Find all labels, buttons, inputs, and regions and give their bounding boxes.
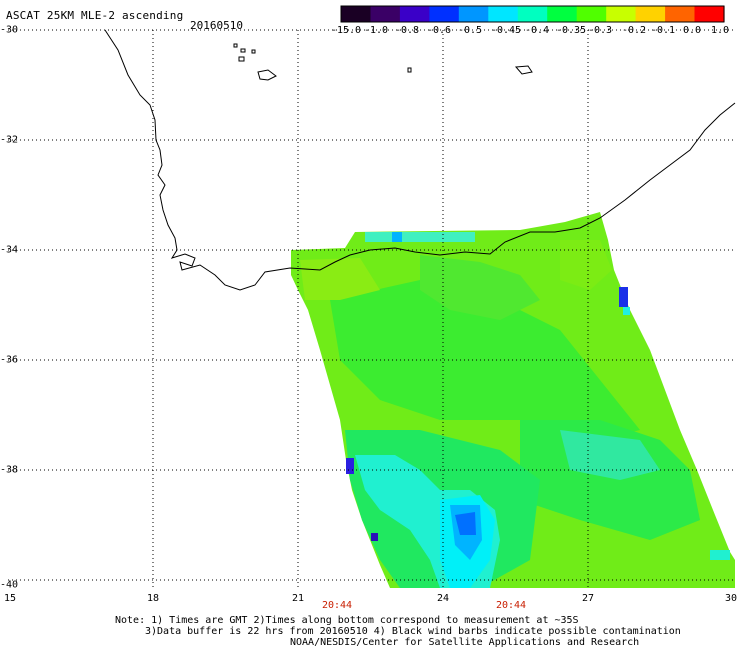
footnote-line-1: Note: 1) Times are GMT 2)Times along bot… — [115, 615, 579, 626]
swath-cell — [346, 458, 354, 474]
lat-label: -34 — [0, 244, 19, 256]
islands — [233, 43, 533, 81]
swath-patch — [560, 240, 612, 290]
scale-label: -0.45 — [490, 25, 522, 36]
swath-patch — [392, 232, 402, 242]
color-scale-swatch — [429, 6, 460, 22]
swath-cell — [710, 550, 730, 560]
lon-label: 30 — [724, 593, 738, 604]
lon-label: 21 — [291, 593, 305, 604]
swath-patch — [420, 255, 540, 320]
scale-label: -0.5 — [457, 25, 483, 36]
scale-label: -0.1 — [650, 25, 676, 36]
swath-cell — [619, 287, 628, 307]
color-scale-swatch — [606, 6, 637, 22]
lat-label: -32 — [0, 134, 19, 146]
swath-patch — [300, 258, 380, 300]
footnote-credit: NOAA/NESDIS/Center for Satellite Applica… — [290, 637, 640, 648]
color-scale-swatch — [635, 6, 666, 22]
scale-label: 0.0 — [682, 25, 702, 36]
swath-patch — [365, 232, 475, 242]
color-scale-swatch — [458, 6, 489, 22]
scale-label: -0.6 — [426, 25, 452, 36]
color-scale-swatch — [694, 6, 725, 22]
scale-label: 1.0 — [710, 25, 730, 36]
lon-label: 15 — [3, 593, 17, 604]
lat-label: -36 — [0, 354, 19, 366]
color-scale-swatch — [665, 6, 696, 22]
graticule — [8, 29, 735, 588]
color-scale-swatch — [517, 6, 548, 22]
color-scale-bar — [340, 5, 725, 23]
lat-label: -30 — [0, 24, 19, 36]
map-date: 20160510 — [190, 19, 243, 32]
color-scale-border — [340, 5, 725, 23]
swath — [291, 212, 735, 588]
swath-patch — [455, 512, 476, 535]
scale-label: -0.35 — [555, 25, 587, 36]
swath-cell — [371, 533, 378, 541]
color-scale-swatch — [370, 6, 401, 22]
map-title: ASCAT 25KM MLE-2 ascending — [6, 9, 184, 22]
lon-label: 24 — [436, 593, 450, 604]
scale-label: -0.8 — [394, 25, 420, 36]
color-scale-swatch — [341, 6, 372, 22]
lat-label: -40 — [0, 579, 19, 591]
scale-label: -0.4 — [524, 25, 550, 36]
scale-label: -0.3 — [587, 25, 613, 36]
scale-label: -15.0 — [330, 25, 362, 36]
footnote-line-2: 3)Data buffer is 22 hrs from 20160510 4)… — [145, 626, 681, 637]
color-scale-swatch — [399, 6, 430, 22]
pass-time-label: 20:44 — [321, 600, 353, 611]
swath-cell — [623, 307, 630, 315]
color-scale-swatch — [547, 6, 578, 22]
lon-label: 27 — [581, 593, 595, 604]
coastline — [104, 29, 736, 291]
lon-label: 18 — [146, 593, 160, 604]
color-scale-swatch — [488, 6, 519, 22]
color-scale-swatch — [576, 6, 607, 22]
lat-label: -38 — [0, 464, 19, 476]
scale-label: -0.2 — [621, 25, 647, 36]
scale-label: -1.0 — [363, 25, 389, 36]
swath-patch — [560, 430, 660, 480]
pass-time-label: 20:44 — [495, 600, 527, 611]
